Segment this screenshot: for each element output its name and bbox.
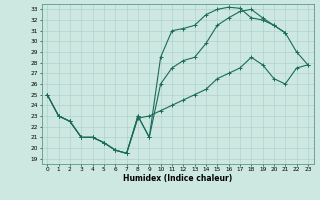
X-axis label: Humidex (Indice chaleur): Humidex (Indice chaleur) — [123, 174, 232, 183]
